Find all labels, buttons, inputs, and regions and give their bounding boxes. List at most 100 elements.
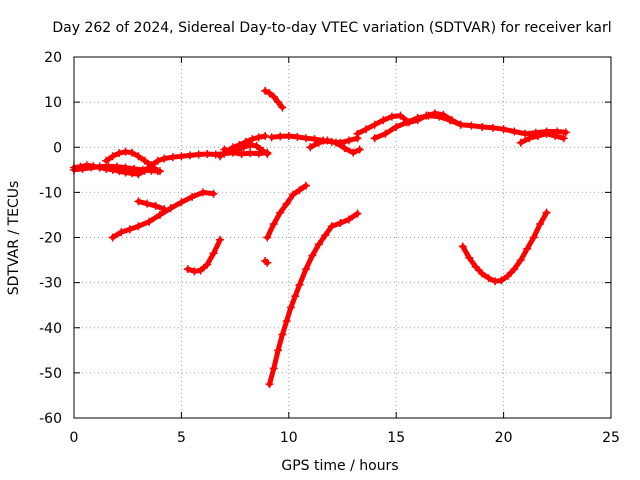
y-tick-label: 20	[44, 50, 62, 66]
data-point-marker	[216, 152, 225, 161]
data-point-marker	[130, 164, 139, 173]
data-point-marker	[323, 136, 332, 145]
data-point-marker	[134, 222, 143, 231]
data-point-marker	[551, 131, 560, 140]
series-line	[267, 211, 360, 387]
data-point-marker	[332, 138, 341, 147]
series-trace-4	[108, 188, 218, 242]
x-tick-labels: 0 5 10 15 20 25	[70, 430, 620, 446]
data-point-marker	[379, 116, 388, 125]
data-point-marker	[321, 231, 330, 240]
data-point-marker	[525, 134, 534, 143]
data-point-marker	[261, 86, 270, 95]
data-point-marker	[291, 292, 300, 301]
data-point-marker	[188, 192, 197, 201]
data-point-marker	[166, 204, 175, 213]
data-point-marker	[168, 153, 177, 162]
data-point-marker	[252, 141, 261, 150]
data-point-marker	[529, 233, 538, 242]
y-tick-label: 10	[44, 95, 62, 111]
data-point-marker	[183, 265, 192, 274]
y-tick-label: -50	[39, 366, 62, 382]
data-point-marker	[267, 133, 276, 142]
y-tick-label: -60	[39, 411, 62, 427]
chart-title: Day 262 of 2024, Sidereal Day-to-day VTE…	[52, 20, 611, 36]
data-point-marker	[278, 103, 287, 112]
y-tick-label: -30	[39, 276, 62, 292]
data-point-marker	[263, 150, 272, 159]
data-point-marker	[396, 111, 405, 120]
data-point-marker	[278, 330, 287, 339]
data-point-marker	[104, 162, 113, 171]
series-trace-10	[261, 256, 272, 267]
data-point-marker	[282, 199, 291, 208]
y-tick-label: -20	[39, 231, 62, 247]
data-point-marker	[458, 242, 467, 251]
data-point-marker	[95, 162, 104, 171]
data-point-marker	[177, 152, 186, 161]
data-point-marker	[542, 129, 551, 138]
x-tick-label: 20	[495, 430, 513, 446]
data-point-marker	[286, 303, 295, 312]
data-point-marker	[306, 143, 315, 152]
data-point-marker	[503, 271, 512, 280]
data-point-marker	[301, 181, 310, 190]
data-point-marker	[185, 151, 194, 160]
data-point-marker	[559, 134, 568, 143]
data-point-marker	[533, 131, 542, 140]
data-point-marker	[269, 219, 278, 228]
data-point-marker	[471, 262, 480, 271]
data-point-marker	[248, 135, 257, 144]
data-point-marker	[301, 134, 310, 143]
data-point-marker	[387, 112, 396, 121]
data-point-marker	[314, 240, 323, 249]
data-point-marker	[370, 134, 379, 143]
data-point-marker	[196, 266, 205, 275]
data-point-marker	[134, 197, 143, 206]
data-point-marker	[362, 125, 371, 134]
x-axis-title: GPS time / hours	[281, 458, 398, 474]
data-point-marker	[284, 131, 293, 140]
data-point-marker	[499, 125, 508, 134]
data-point-marker	[370, 120, 379, 129]
data-point-marker	[353, 209, 362, 218]
data-point-marker	[220, 145, 229, 154]
series-layer	[70, 86, 570, 389]
series-trace-6	[183, 235, 225, 276]
data-point-marker	[301, 265, 310, 274]
series-trace-2	[70, 162, 164, 176]
data-point-marker	[237, 150, 246, 159]
data-point-marker	[274, 346, 283, 355]
data-point-marker	[265, 89, 274, 98]
data-point-marker	[198, 188, 207, 197]
data-point-marker	[155, 210, 164, 219]
data-point-marker	[127, 148, 136, 157]
data-point-marker	[259, 146, 268, 155]
data-point-marker	[216, 235, 225, 244]
data-point-marker	[269, 92, 278, 101]
data-point-marker	[478, 269, 487, 278]
x-tick-label: 15	[387, 430, 405, 446]
data-point-marker	[413, 113, 422, 122]
x-tick-label: 25	[602, 430, 620, 446]
y-tick-label: -10	[39, 185, 62, 201]
x-tick-label: 5	[177, 430, 186, 446]
data-point-marker	[491, 277, 500, 286]
data-point-marker	[269, 364, 278, 373]
data-point-marker	[381, 129, 390, 138]
data-point-marker	[153, 156, 162, 165]
series-line	[460, 210, 550, 284]
data-point-marker	[523, 244, 532, 253]
data-point-marker	[160, 205, 169, 214]
data-point-marker	[87, 163, 96, 172]
data-point-marker	[327, 222, 336, 231]
data-point-marker	[435, 112, 444, 121]
data-point-marker	[276, 132, 285, 141]
series-trace-16	[370, 111, 465, 143]
data-point-marker	[336, 219, 345, 228]
data-point-marker	[484, 274, 493, 283]
series-trace-11	[263, 181, 310, 242]
data-point-marker	[295, 280, 304, 289]
data-point-marker	[293, 132, 302, 141]
x-tick-label: 10	[280, 430, 298, 446]
